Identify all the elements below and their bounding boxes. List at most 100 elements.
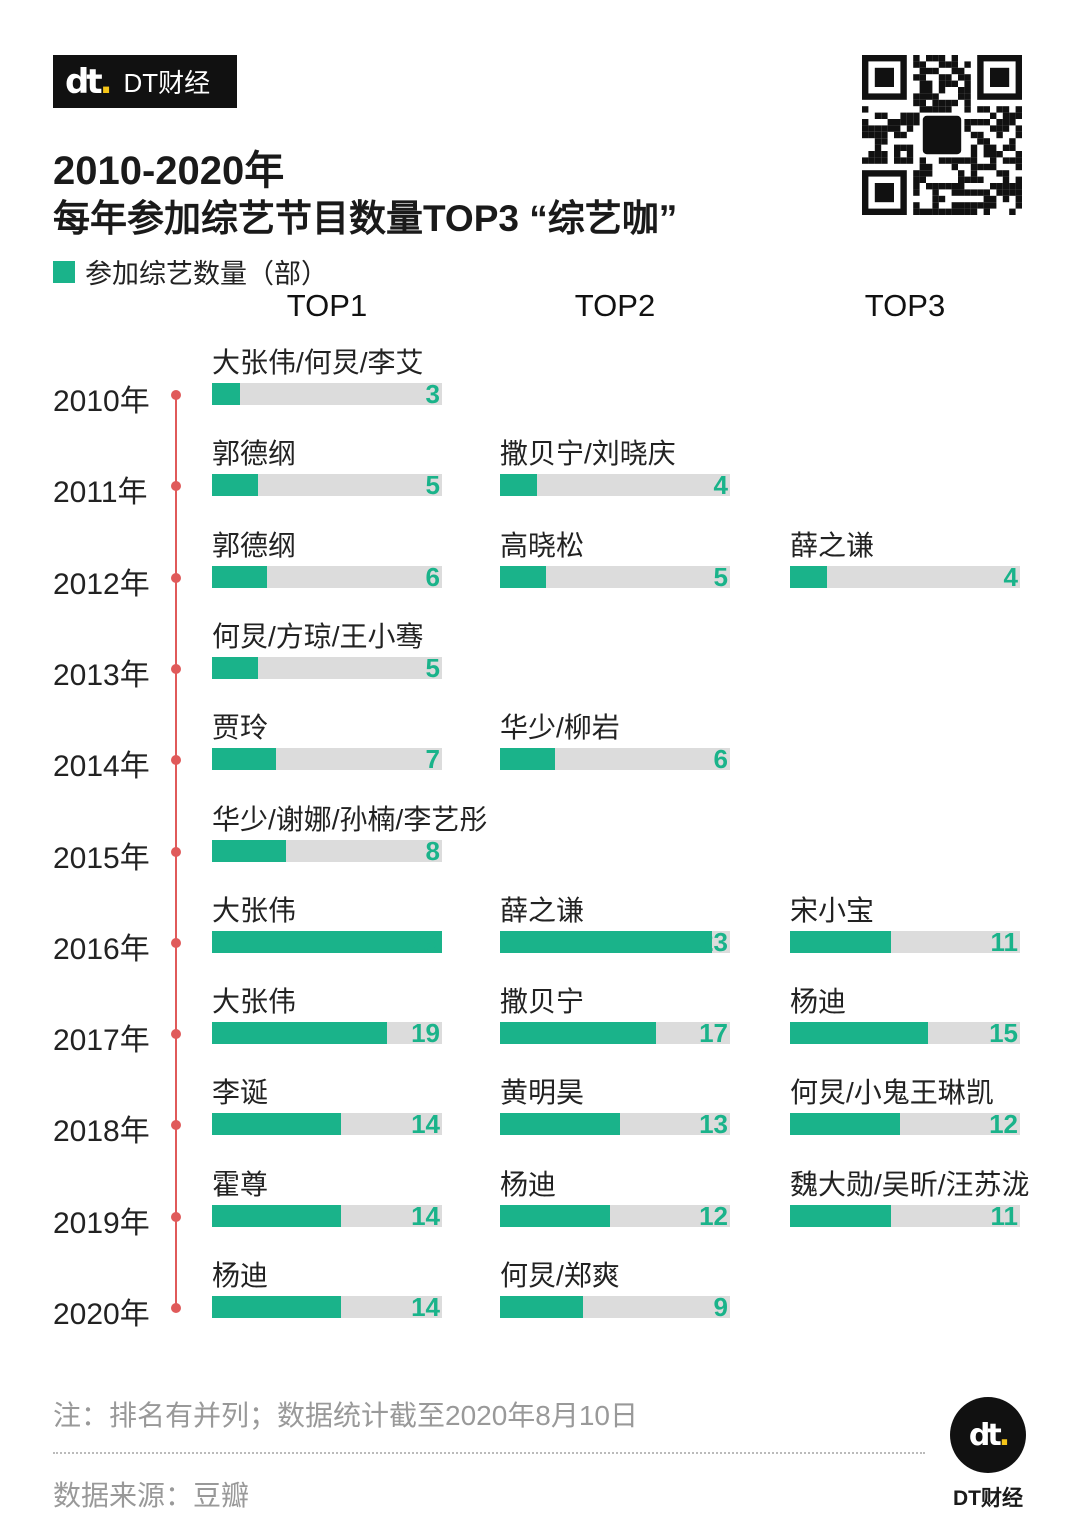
entry-names: 宋小宝 [790, 895, 875, 926]
bar [212, 474, 258, 496]
legend-swatch [53, 260, 75, 283]
bar-track: 5 [212, 470, 442, 500]
entry-names: 大张伟 [212, 895, 297, 926]
bar-track: 9 [500, 1292, 730, 1322]
bar [212, 1296, 341, 1318]
bar-track: 7 [212, 744, 442, 774]
timeline-dot [171, 1120, 181, 1130]
bar-value-label: 4 [713, 470, 728, 500]
bar [790, 1022, 928, 1044]
entry-names: 何炅/方琼/王小骞 [212, 621, 424, 652]
footer-logo-icon: dt. [950, 1397, 1026, 1473]
bar-track: 14 [212, 1292, 442, 1322]
bar-value-label: 14 [411, 1109, 440, 1139]
bar-value-label: 12 [989, 1109, 1018, 1139]
bar [790, 931, 891, 953]
legend: 参加综艺数量（部） [53, 252, 328, 291]
entry-names: 华少/谢娜/孙楠/李艺彤 [212, 804, 488, 835]
bar-track: 4 [500, 470, 730, 500]
bar [212, 748, 276, 770]
bar-track: 11 [790, 927, 1020, 957]
bar-track: 25 [212, 927, 442, 957]
chart-title-line1: 2010-2020年 [53, 149, 285, 193]
bar [500, 1205, 610, 1227]
bar-value-label: 5 [713, 562, 728, 592]
timeline-dot [171, 938, 181, 948]
bar [500, 474, 537, 496]
entry-names: 贾玲 [212, 712, 269, 743]
divider [53, 1452, 925, 1454]
entry-names: 薛之谦 [500, 895, 585, 926]
timeline-dot [171, 1212, 181, 1222]
bar [212, 566, 267, 588]
bar-track: 11 [790, 1201, 1020, 1231]
entry-names: 华少/柳岩 [500, 712, 620, 743]
entry-names: 何炅/郑爽 [500, 1260, 620, 1291]
bar [212, 1022, 387, 1044]
bar [500, 748, 555, 770]
bar [500, 1113, 620, 1135]
bar-track: 13 [500, 1109, 730, 1139]
entry-names: 撒贝宁 [500, 986, 585, 1017]
footer-brand-name: DT财经 [953, 1487, 1023, 1510]
column-header-top2: TOP2 [574, 288, 656, 323]
year-label: 2017年 [53, 1024, 150, 1057]
bar [500, 1022, 656, 1044]
timeline-dot [171, 481, 181, 491]
entry-names: 魏大勋/吴昕/汪苏泷 [790, 1169, 1030, 1200]
chart-title-line2: 每年参加综艺节目数量TOP3 “综艺咖” [53, 198, 678, 239]
entry-names: 薛之谦 [790, 530, 875, 561]
bar-track: 8 [212, 836, 442, 866]
bar-value-label: 6 [425, 562, 440, 592]
bar-track: 6 [212, 562, 442, 592]
bar [500, 1296, 583, 1318]
bar-track: 5 [500, 562, 730, 592]
entry-names: 撒贝宁/刘晓庆 [500, 438, 676, 469]
bar-track: 15 [790, 1018, 1020, 1048]
bar-value-label: 3 [425, 379, 440, 409]
bar-value-label: 5 [425, 470, 440, 500]
bar-value-label: 13 [699, 1109, 728, 1139]
year-label: 2015年 [53, 842, 150, 875]
bar-value-label: 5 [425, 653, 440, 683]
bar-value-label: 7 [425, 744, 440, 774]
bar-value-label: 11 [990, 1201, 1019, 1231]
bar-track: 4 [790, 562, 1020, 592]
year-label: 2016年 [53, 933, 150, 966]
bar [212, 840, 286, 862]
year-label: 2019年 [53, 1207, 150, 1240]
bar-value-label: 14 [411, 1292, 440, 1322]
year-label: 2014年 [53, 750, 150, 783]
brand-name: DT财经 [123, 68, 211, 98]
bar-value-label: 9 [713, 1292, 728, 1322]
column-header-top1: TOP1 [286, 288, 368, 323]
bar [212, 931, 442, 953]
year-label: 2011年 [53, 476, 148, 509]
brand-badge: dt. DT财经 [53, 55, 237, 108]
bar-track: 19 [212, 1018, 442, 1048]
timeline-dot [171, 664, 181, 674]
bar [212, 657, 258, 679]
bar-value-label: 14 [411, 1201, 440, 1231]
bar-track: 14 [212, 1201, 442, 1231]
bar-track: 14 [212, 1109, 442, 1139]
entry-names: 霍尊 [212, 1169, 269, 1200]
year-label: 2010年 [53, 385, 150, 418]
bar [500, 566, 546, 588]
timeline-dot [171, 390, 181, 400]
bar-track: 17 [500, 1018, 730, 1048]
bar-track: 3 [212, 379, 442, 409]
bar-track: 5 [212, 653, 442, 683]
bar [212, 1205, 341, 1227]
bar [790, 1205, 891, 1227]
year-label: 2018年 [53, 1115, 150, 1148]
bar-value-label: 25 [411, 927, 440, 957]
footnote: 注：排名有并列；数据统计截至2020年8月10日 [53, 1400, 639, 1431]
bar-track: 23 [500, 927, 730, 957]
entry-names: 杨迪 [212, 1260, 269, 1291]
year-label: 2012年 [53, 568, 150, 601]
entry-names: 黄明昊 [500, 1077, 585, 1108]
entry-names: 高晓松 [500, 530, 585, 561]
timeline-dot [171, 755, 181, 765]
bar-value-label: 4 [1003, 562, 1018, 592]
